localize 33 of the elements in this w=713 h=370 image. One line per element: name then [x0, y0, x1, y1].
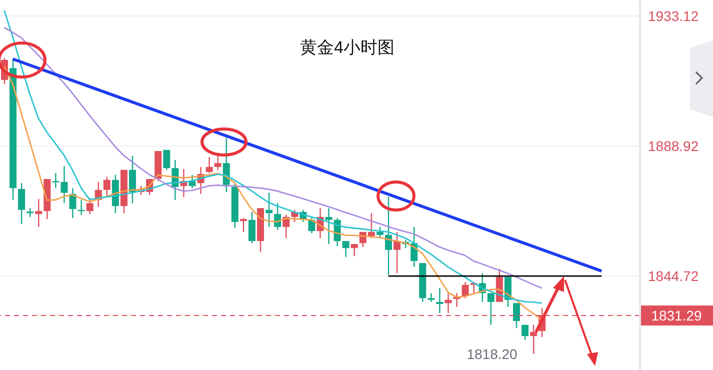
candlestick [325, 208, 332, 245]
candlestick [240, 218, 247, 233]
candlestick [266, 192, 273, 228]
candlestick [69, 188, 76, 219]
candlestick [35, 198, 42, 228]
candlestick [350, 243, 358, 257]
candlestick [308, 216, 316, 234]
candlestick [188, 174, 196, 189]
y-tick-label: 1933.12 [648, 8, 699, 24]
candlestick [444, 292, 452, 314]
candlestick [86, 198, 94, 215]
candlestick [487, 292, 494, 326]
candlestick [103, 176, 110, 198]
candlestick [436, 288, 444, 314]
candlestick [163, 149, 170, 170]
candlestick [248, 211, 256, 244]
y-tick-label: 1888.92 [648, 138, 699, 154]
candlestick [462, 281, 469, 299]
candlestick [206, 156, 213, 174]
candlestick [530, 324, 538, 355]
y-tick-label: 1844.72 [648, 268, 699, 284]
ref-line-label: 1831.29 [651, 308, 702, 324]
candlestick [394, 231, 401, 274]
candlestick [385, 196, 392, 276]
text: 黄金4小时图 [300, 37, 394, 59]
candlestick [513, 302, 520, 329]
candlestick [342, 240, 350, 258]
candlestick [522, 324, 529, 340]
candlestick [428, 292, 435, 303]
candlestick [129, 155, 136, 204]
candlestick [376, 226, 384, 239]
candlestick [18, 182, 26, 225]
annotation: 1818.20 [466, 346, 518, 362]
